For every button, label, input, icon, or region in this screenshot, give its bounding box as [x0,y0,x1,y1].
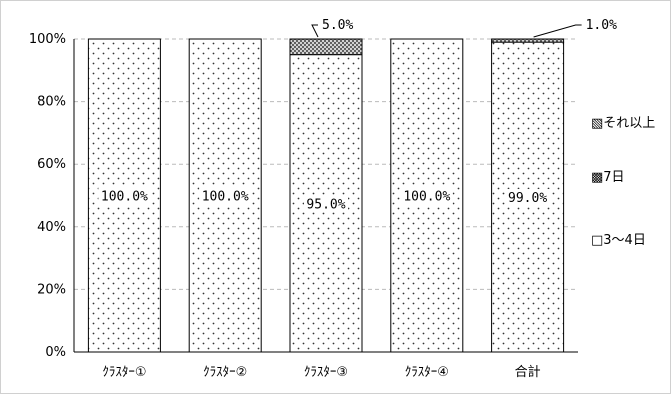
x-tick-label: ｸﾗｽﾀｰ① [102,365,146,380]
data-label: 100.0% [202,190,249,205]
legend-label: ▩7日 [591,170,625,185]
annotation-leader-line [311,24,319,38]
annotation-label: 5.0% [322,18,353,33]
y-tick-label: 0% [45,345,66,360]
legend-label: □3～4日 [591,233,646,248]
y-tick-label: 60% [37,157,66,172]
bar-segment [289,38,363,56]
data-label-bg [505,189,550,207]
x-tick-label: ｸﾗｽﾀｰ④ [405,365,449,380]
bar-segment [491,38,565,43]
annotation-label: 1.0% [586,18,617,33]
x-tick-label: ｸﾗｽﾀｰ② [203,365,247,380]
y-tick-label: 20% [37,282,66,297]
data-label: 95.0% [306,197,345,212]
legend: ▧それ以上 ▩7日 □3～4日 [591,116,655,248]
annotation-leader-line [533,24,582,38]
data-labels: 100.0% 100.0% 95.0% 100.0% 99.0% 5.0% 1.0% [98,18,617,213]
x-tick-label: 合計 [515,364,541,380]
data-label: 100.0% [403,190,450,205]
y-tick-label: 40% [37,220,66,235]
data-label-bg [304,195,348,213]
data-label-bg [400,187,453,205]
x-tick-label: ｸﾗｽﾀｰ③ [304,365,348,380]
data-label-bg [98,187,151,205]
data-label: 99.0% [508,191,547,206]
data-label-bg [199,187,252,205]
data-label: 100.0% [101,190,148,205]
y-tick-label: 100% [29,32,66,47]
axes: 0% 20% 40% 60% 80% 100% ｸﾗｽﾀｰ① ｸﾗｽﾀｰ② ｸﾗｽﾀｰ③ ｸﾗｽﾀ… [29,32,578,380]
legend-label: ▧それ以上 [591,116,655,131]
y-tick-label: 80% [37,95,66,110]
